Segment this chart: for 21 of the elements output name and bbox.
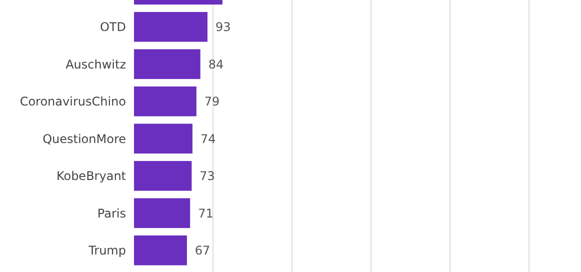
y-tick-label: CoronavirusChino <box>20 94 126 109</box>
bar <box>134 12 208 42</box>
data-label: 74 <box>200 132 216 146</box>
data-label: 71 <box>198 206 214 220</box>
y-tick-label: Paris <box>97 206 126 220</box>
data-label: 79 <box>204 94 220 109</box>
bar <box>134 124 192 154</box>
y-tick-label: Trump <box>88 244 126 258</box>
bar <box>134 198 190 228</box>
data-label: 93 <box>215 20 231 34</box>
data-label: 73 <box>200 169 215 184</box>
data-label: 84 <box>208 57 224 72</box>
y-tick-label: Auschwitz <box>66 57 126 72</box>
data-label: 67 <box>194 244 210 258</box>
bar <box>134 49 200 80</box>
y-tick-label: KobeBryant <box>56 169 126 184</box>
bar <box>134 160 192 191</box>
y-tick-label: OTD <box>100 20 126 34</box>
bar <box>134 86 196 116</box>
y-tick-label: QuestionMore <box>42 132 126 146</box>
bar <box>134 235 187 266</box>
